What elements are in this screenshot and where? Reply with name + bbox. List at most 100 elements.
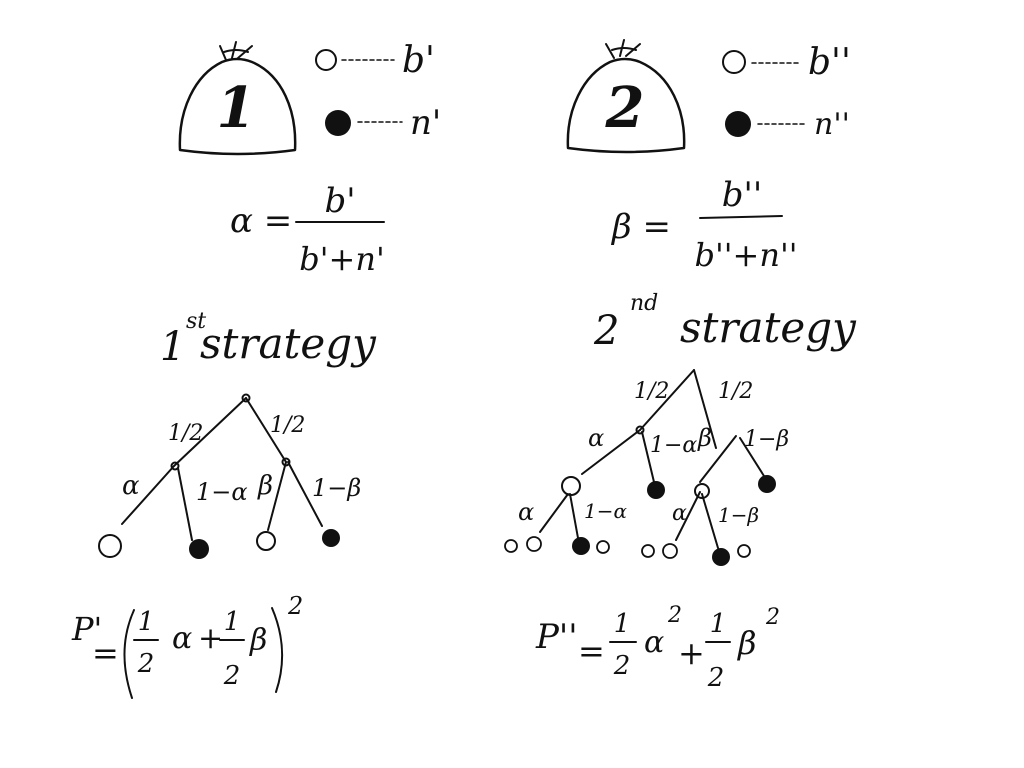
formula-alpha: α <box>172 621 192 656</box>
white-ball-icon <box>98 534 122 558</box>
branch-label: 1/2 <box>168 421 203 446</box>
branch-label: 1−α <box>196 478 248 506</box>
white-ball-icon <box>256 531 276 551</box>
bag-icon <box>178 57 297 156</box>
bag-knot-icon <box>219 41 253 61</box>
probability-formula-1: P' = 1 2 α + 1 2 β 2 <box>71 592 303 699</box>
bag-number: 1 <box>217 75 256 141</box>
tree-node <box>170 461 180 471</box>
branch-label: 1−β <box>312 474 361 502</box>
branch-label: α <box>518 498 534 526</box>
formula-lhs: P'' <box>535 617 578 657</box>
formula-equals: = <box>92 634 119 672</box>
strategy-suffix: nd <box>630 291 658 316</box>
formula-beta: β <box>249 623 267 658</box>
tree-2: 1/2 1/2 α 1−α β 1−β α 1−α α 1−β <box>504 369 789 566</box>
tree-node <box>241 393 251 403</box>
strategy-word: strategy <box>200 319 377 368</box>
formula-lhs: P' <box>71 610 102 648</box>
white-ball-icon <box>641 544 655 558</box>
tree-1: 1/2 1/2 α 1−α β 1−β <box>98 393 361 559</box>
equation-denominator: b'+n' <box>299 240 385 278</box>
legend-label-black: n'' <box>814 107 850 142</box>
legend-left: b' n' <box>315 40 441 143</box>
half-den: 2 <box>707 663 725 693</box>
white-ball-icon <box>596 540 610 554</box>
strategy-word: strategy <box>680 303 857 352</box>
formula-plus: + <box>678 634 705 672</box>
formula-alpha: α <box>644 625 664 660</box>
black-ball-icon <box>572 537 590 555</box>
half-num: 1 <box>710 609 727 639</box>
branch-label: α <box>122 471 140 501</box>
tree-node <box>281 457 291 467</box>
paren-right <box>271 607 284 693</box>
tree-node <box>635 425 645 435</box>
strategy-suffix: st <box>186 309 206 334</box>
formula-alpha-exponent: 2 <box>667 603 682 628</box>
white-ball-icon <box>722 50 746 74</box>
strategy-ordinal: 2 <box>593 308 619 354</box>
equation-lhs: β = <box>610 207 671 247</box>
half-den: 2 <box>223 661 241 691</box>
branch-label: 1/2 <box>718 379 753 404</box>
white-ball-icon <box>561 476 581 496</box>
legend-right: b'' n'' <box>722 42 851 142</box>
branch-label: β <box>697 424 712 452</box>
formula-equals: = <box>578 632 605 670</box>
formula-plus: + <box>198 621 223 656</box>
alpha-equation: α = b' b'+n' <box>230 181 385 278</box>
beta-equation: β = b'' b''+n'' <box>610 175 798 274</box>
black-ball-icon <box>725 111 751 137</box>
branch-label: 1/2 <box>634 379 669 404</box>
branch-label: β <box>257 471 273 501</box>
black-ball-icon <box>647 481 665 499</box>
branch-label: 1/2 <box>270 413 305 438</box>
bag-icon <box>566 57 686 154</box>
legend-label-black: n' <box>410 103 441 143</box>
branch-label: 1−α <box>650 433 697 458</box>
legend-label-white: b' <box>402 40 435 81</box>
half-num: 1 <box>224 607 241 637</box>
left-column: 1 b' n' α = b' b'+n' 1 st strategy <box>71 40 441 699</box>
branch-label: 1−α <box>584 499 627 523</box>
half-den: 2 <box>137 649 155 679</box>
right-column: 2 b'' n'' β = b'' b''+n'' 2 nd strategy <box>504 39 857 693</box>
branch-label: α <box>588 424 604 452</box>
equation-numerator: b'' <box>722 175 762 215</box>
bag-2: 2 <box>566 39 686 154</box>
half-num: 1 <box>138 607 155 637</box>
white-ball-icon <box>737 544 751 558</box>
formula-beta-exponent: 2 <box>765 605 780 630</box>
equation-numerator: b' <box>324 181 355 221</box>
bag-1: 1 <box>178 41 297 156</box>
strategy-ordinal: 1 <box>160 324 185 370</box>
branch-label: 1−β <box>718 503 759 527</box>
fraction-bar <box>699 215 783 219</box>
half-num: 1 <box>614 609 631 639</box>
strategy-heading-1: 1 st strategy <box>160 309 377 370</box>
black-ball-icon <box>322 529 340 547</box>
black-ball-icon <box>189 539 209 559</box>
black-ball-icon <box>758 475 776 493</box>
equation-denominator: b''+n'' <box>694 236 797 274</box>
probability-formula-2: P'' = 1 2 α 2 + 1 2 β 2 <box>535 603 780 693</box>
white-ball-icon <box>315 49 337 71</box>
strategy-heading-2: 2 nd strategy <box>593 291 857 354</box>
white-ball-icon <box>662 543 678 559</box>
branch-label: α <box>672 501 687 526</box>
black-ball-icon <box>325 110 351 136</box>
paren-left <box>123 609 135 699</box>
equation-lhs: α = <box>230 201 292 241</box>
legend-label-white: b'' <box>808 42 851 83</box>
white-ball-icon <box>526 536 542 552</box>
black-ball-icon <box>712 548 730 566</box>
branch-label: 1−β <box>744 427 789 452</box>
white-ball-icon <box>694 483 710 499</box>
bag-number: 2 <box>605 75 645 141</box>
half-den: 2 <box>613 651 631 681</box>
bag-knot-icon <box>605 39 641 59</box>
white-ball-icon <box>504 539 518 553</box>
formula-exponent: 2 <box>287 592 303 620</box>
